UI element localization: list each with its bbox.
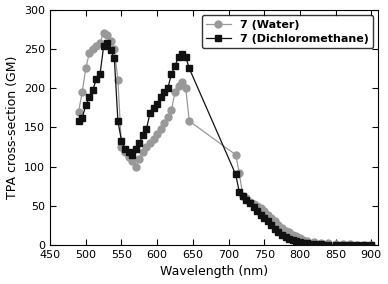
7 (Water) — [187, 119, 192, 123]
X-axis label: Wavelength (nm): Wavelength (nm) — [160, 266, 268, 278]
7 (Dichloromethane) — [319, 243, 324, 246]
7 (Dichloromethane) — [255, 210, 260, 213]
7 (Dichloromethane) — [369, 243, 374, 247]
7 (Water) — [101, 32, 106, 35]
7 (Dichloromethane) — [187, 67, 192, 70]
7 (Water) — [137, 157, 142, 160]
7 (Water) — [76, 110, 81, 113]
Legend: 7 (Water), 7 (Dichloromethane): 7 (Water), 7 (Dichloromethane) — [202, 15, 373, 48]
7 (Water) — [94, 45, 99, 48]
7 (Dichloromethane) — [137, 141, 142, 145]
7 (Water) — [355, 243, 359, 247]
Line: 7 (Dichloromethane): 7 (Dichloromethane) — [75, 40, 375, 248]
Y-axis label: TPA cross-section (GM): TPA cross-section (GM) — [5, 56, 19, 199]
7 (Dichloromethane) — [94, 77, 99, 80]
7 (Dichloromethane) — [105, 41, 109, 45]
7 (Dichloromethane) — [76, 119, 81, 123]
Line: 7 (Water): 7 (Water) — [75, 30, 375, 248]
7 (Water) — [319, 241, 324, 244]
7 (Water) — [369, 243, 374, 247]
7 (Dichloromethane) — [123, 148, 127, 151]
7 (Water) — [123, 151, 127, 154]
7 (Dichloromethane) — [326, 243, 331, 247]
7 (Water) — [255, 204, 260, 208]
